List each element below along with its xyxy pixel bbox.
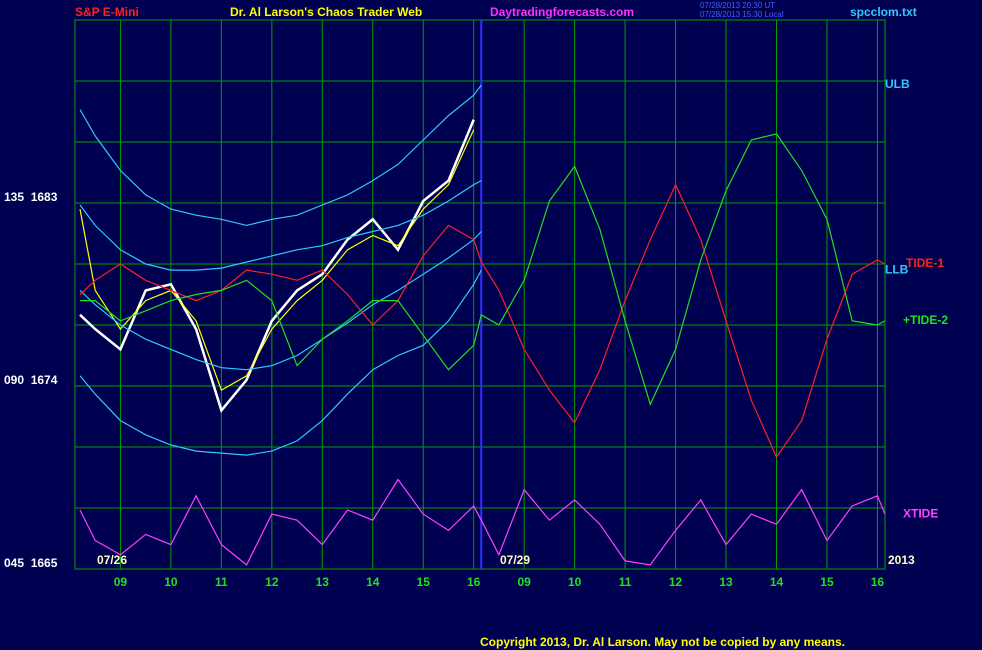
series-label: XTIDE (903, 506, 938, 520)
date-label: 2013 (888, 553, 915, 567)
date-label: 07/29 (500, 553, 530, 567)
date-label: 07/26 (97, 553, 127, 567)
y-tick-label: 045 1665 (4, 556, 58, 570)
timestamp: 07/28/2013 20:30 UT (700, 1, 775, 10)
series-line (79, 231, 482, 371)
x-tick-label: 14 (366, 575, 380, 589)
instrument: S&P E-Mini (75, 5, 139, 19)
x-tick-label: 09 (114, 575, 128, 589)
timestamp: 07/28/2013 15:30 Local (700, 10, 784, 19)
website: Daytradingforecasts.com (490, 5, 634, 19)
x-tick-label: 11 (619, 575, 632, 589)
x-tick-label: 09 (517, 575, 531, 589)
x-tick-label: 12 (265, 575, 279, 589)
series-label: TIDE-1 (906, 256, 944, 270)
series-line (79, 183, 886, 459)
y-tick-label: 135 1683 (4, 190, 58, 204)
x-tick-label: 10 (164, 575, 178, 589)
x-tick-label: 14 (770, 575, 784, 589)
x-tick-label: 15 (820, 575, 834, 589)
x-tick-label: 10 (568, 575, 582, 589)
data-file: spcclom.txt (850, 5, 917, 19)
series-label: ULB (885, 77, 910, 91)
x-tick-label: 16 (467, 575, 481, 589)
chart-title: Dr. Al Larson's Chaos Trader Web (230, 5, 422, 19)
x-tick-label: 12 (669, 575, 683, 589)
series-line (79, 129, 475, 391)
series-line (79, 478, 886, 566)
copyright: Copyright 2013, Dr. Al Larson. May not b… (480, 635, 845, 649)
series-line (79, 84, 482, 227)
x-tick-label: 13 (316, 575, 330, 589)
x-tick-label: 15 (417, 575, 431, 589)
series-line (79, 180, 482, 271)
y-tick-label: 090 1674 (4, 373, 58, 387)
x-tick-label: 16 (871, 575, 885, 589)
series-line (80, 133, 886, 406)
series-label: LLB (885, 262, 909, 276)
x-tick-label: 13 (719, 575, 733, 589)
series-label: +TIDE-2 (903, 313, 948, 327)
x-tick-label: 11 (215, 575, 228, 589)
